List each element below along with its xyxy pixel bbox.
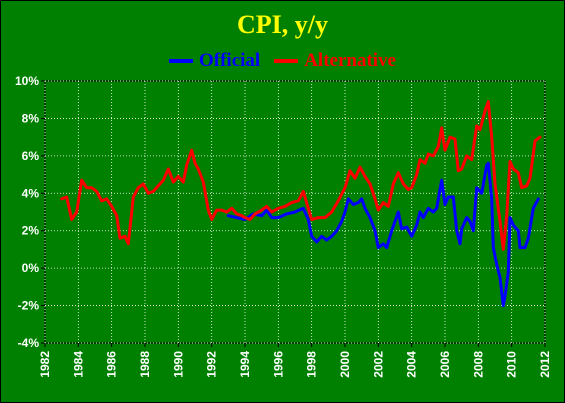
- legend-item-alternative: Alternative: [274, 50, 396, 72]
- x-tick-label-6: 1994: [238, 351, 252, 378]
- y-tick-label-4: 4%: [22, 186, 40, 200]
- x-tick-label-1: 1984: [71, 351, 85, 378]
- legend: Official Alternative: [0, 50, 565, 72]
- x-tick-label-11: 2004: [405, 351, 419, 378]
- y-tick-label-5: 6%: [22, 149, 40, 163]
- x-tick-label-7: 1996: [271, 351, 285, 378]
- y-tick-label-1: -2%: [18, 299, 40, 313]
- x-tick-label-15: 2012: [538, 351, 552, 378]
- x-tick-label-0: 1982: [38, 351, 52, 378]
- x-tick-label-10: 2002: [371, 351, 385, 378]
- legend-item-official: Official: [168, 50, 261, 72]
- x-tick-label-8: 1998: [305, 351, 319, 378]
- x-tick-label-3: 1988: [138, 351, 152, 378]
- x-tick-label-2: 1986: [105, 351, 119, 378]
- legend-label-official: Official: [198, 50, 261, 71]
- series-line-alternative: [60, 100, 542, 251]
- y-tick-label-3: 2%: [22, 224, 40, 238]
- legend-label-alternative: Alternative: [304, 50, 396, 71]
- x-tick-label-14: 2010: [505, 351, 519, 378]
- legend-swatch-alternative: [274, 59, 299, 63]
- legend-swatch-official: [168, 59, 193, 63]
- y-tick-label-6: 8%: [22, 111, 40, 125]
- x-tick-label-5: 1992: [205, 351, 219, 378]
- x-tick-label-13: 2008: [471, 351, 485, 378]
- y-tick-label-2: 0%: [22, 261, 40, 275]
- y-tick-label-0: -4%: [18, 336, 40, 350]
- x-tick-label-4: 1990: [171, 351, 185, 378]
- y-tick-label-7: 10%: [15, 74, 39, 88]
- chart-title: CPI, y/y: [237, 10, 328, 39]
- x-tick-label-9: 2000: [338, 351, 352, 378]
- series-line-official: [226, 161, 540, 308]
- x-tick-label-12: 2006: [438, 351, 452, 378]
